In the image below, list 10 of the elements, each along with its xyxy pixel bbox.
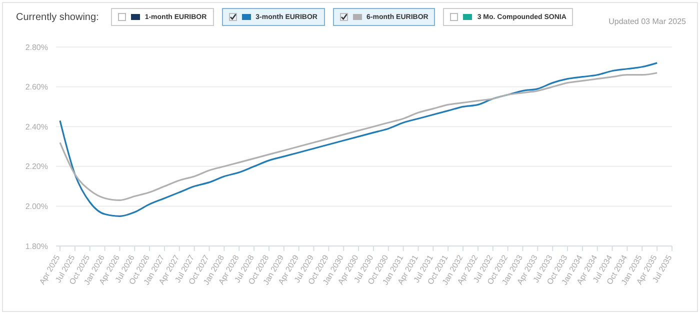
y-tick-label: 2.20% xyxy=(25,162,48,172)
y-tick-label: 2.80% xyxy=(25,42,48,52)
y-tick-label: 1.80% xyxy=(25,242,48,251)
legend-title: Currently showing: xyxy=(16,12,99,22)
y-tick-label: 2.60% xyxy=(25,82,48,92)
text: Updated 03 Mar 2025 xyxy=(608,17,686,26)
y-tick-label: 2.40% xyxy=(25,122,48,132)
y-tick-label: 2.00% xyxy=(25,202,48,212)
line-series xyxy=(59,62,658,217)
line-series xyxy=(59,72,658,202)
